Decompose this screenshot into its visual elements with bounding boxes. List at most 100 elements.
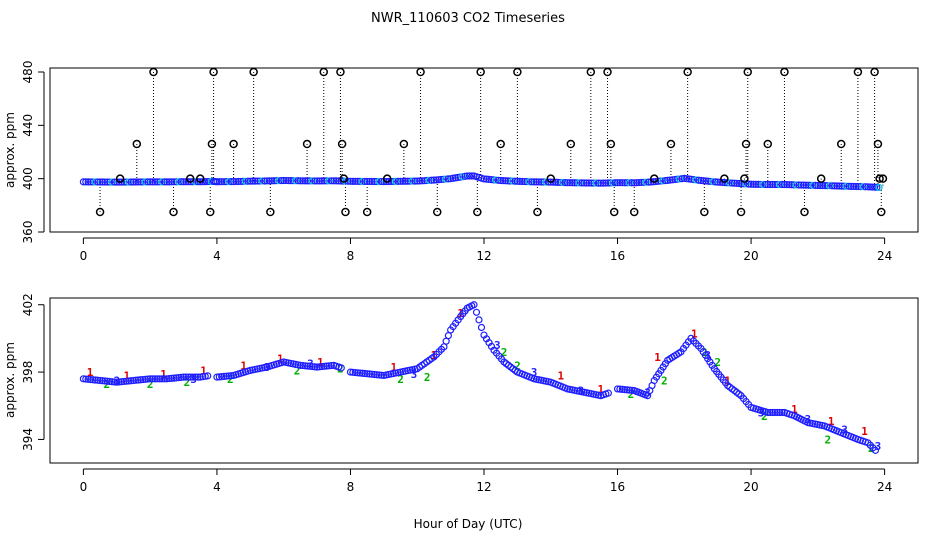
data-point: [875, 183, 883, 192]
data-point: [640, 178, 648, 186]
data-point: [566, 179, 574, 187]
data-point: [866, 183, 874, 191]
data-point: [132, 376, 140, 384]
data-point: [613, 385, 622, 393]
data-point: [325, 177, 333, 185]
data-point: [227, 372, 235, 380]
data-point: [356, 177, 364, 186]
data-point: [84, 375, 92, 383]
data-point: [141, 375, 149, 383]
data-point: [129, 178, 138, 186]
data-point: [468, 172, 476, 180]
data-point: [399, 177, 407, 185]
flagged-point: [870, 67, 879, 77]
data-point: [308, 362, 316, 371]
data-point: [337, 364, 345, 372]
flag-3-marker: 3: [875, 440, 882, 453]
data-point: [776, 180, 784, 189]
data-point: [218, 373, 226, 381]
flagged-point: [743, 67, 752, 77]
data-point: [139, 375, 147, 384]
panel-bottom-y-axis: 394 398 402: [21, 293, 45, 451]
panel-bottom-y-tick-label: 394: [21, 428, 35, 451]
data-point: [554, 178, 562, 186]
data-point: [621, 386, 629, 394]
data-point: [597, 179, 605, 187]
panel-bottom-x-tick-label: 24: [877, 480, 892, 494]
data-point: [764, 408, 772, 417]
data-point: [604, 179, 612, 187]
data-point: [625, 179, 634, 187]
data-point: [580, 179, 588, 187]
data-point: [659, 177, 667, 185]
data-point: [84, 178, 92, 186]
panel-top-x-tick-label: 12: [476, 249, 491, 263]
data-point: [559, 178, 567, 187]
data-point: [296, 177, 304, 185]
data-point: [82, 375, 90, 383]
data-point: [177, 373, 185, 381]
data-point: [432, 176, 440, 184]
data-point: [101, 178, 109, 186]
flagged-point: [763, 139, 773, 149]
data-point: [98, 178, 107, 186]
data-point: [623, 386, 631, 394]
data-point: [168, 374, 176, 382]
data-point: [225, 178, 233, 186]
data-point: [621, 179, 629, 187]
flagged-point: [836, 139, 846, 149]
data-point: [365, 177, 374, 186]
panel-bottom-y-tick-label: 402: [21, 293, 35, 316]
data-point: [661, 177, 669, 185]
data-point: [435, 176, 443, 184]
data-point: [220, 178, 228, 186]
data-point: [571, 179, 579, 187]
data-point: [470, 301, 478, 309]
data-point: [139, 178, 147, 186]
data-point: [163, 375, 171, 383]
flagged-point: [149, 67, 158, 77]
flagged-point: [132, 139, 142, 149]
data-point: [373, 177, 381, 186]
data-point: [327, 361, 335, 370]
data-point: [368, 370, 376, 378]
data-point: [263, 177, 271, 185]
data-point: [280, 176, 288, 185]
data-point: [94, 376, 102, 384]
data-point: [766, 180, 774, 189]
data-point: [537, 178, 545, 186]
data-point: [363, 177, 371, 186]
data-point: [497, 176, 505, 185]
data-point: [165, 178, 173, 186]
flag-1-marker: 1: [791, 403, 798, 416]
data-point: [633, 179, 641, 187]
flagged-point: [878, 174, 888, 183]
flag-1-marker: 1: [861, 425, 868, 438]
data-point: [487, 176, 495, 184]
data-point: [349, 177, 357, 185]
flag-1-marker: 1: [828, 415, 835, 428]
data-point: [282, 176, 290, 185]
flag-1-marker: 1: [240, 359, 247, 372]
data-point: [842, 182, 851, 190]
data-point: [227, 178, 235, 186]
data-point: [702, 177, 710, 185]
data-point: [306, 362, 314, 370]
flag-1-marker: 1: [391, 361, 398, 374]
data-point: [518, 177, 526, 186]
data-point: [320, 177, 328, 185]
data-point: [175, 374, 183, 382]
data-point: [86, 178, 95, 186]
data-point: [759, 180, 767, 189]
data-point: [377, 371, 386, 379]
data-point: [587, 179, 595, 187]
data-point: [532, 178, 541, 186]
data-point: [594, 179, 603, 187]
data-point: [125, 178, 133, 186]
flag-1-marker: 1: [87, 366, 94, 379]
data-point: [91, 178, 99, 186]
data-point: [141, 178, 149, 186]
data-point: [151, 178, 159, 186]
flag-1-marker: 1: [200, 364, 207, 377]
